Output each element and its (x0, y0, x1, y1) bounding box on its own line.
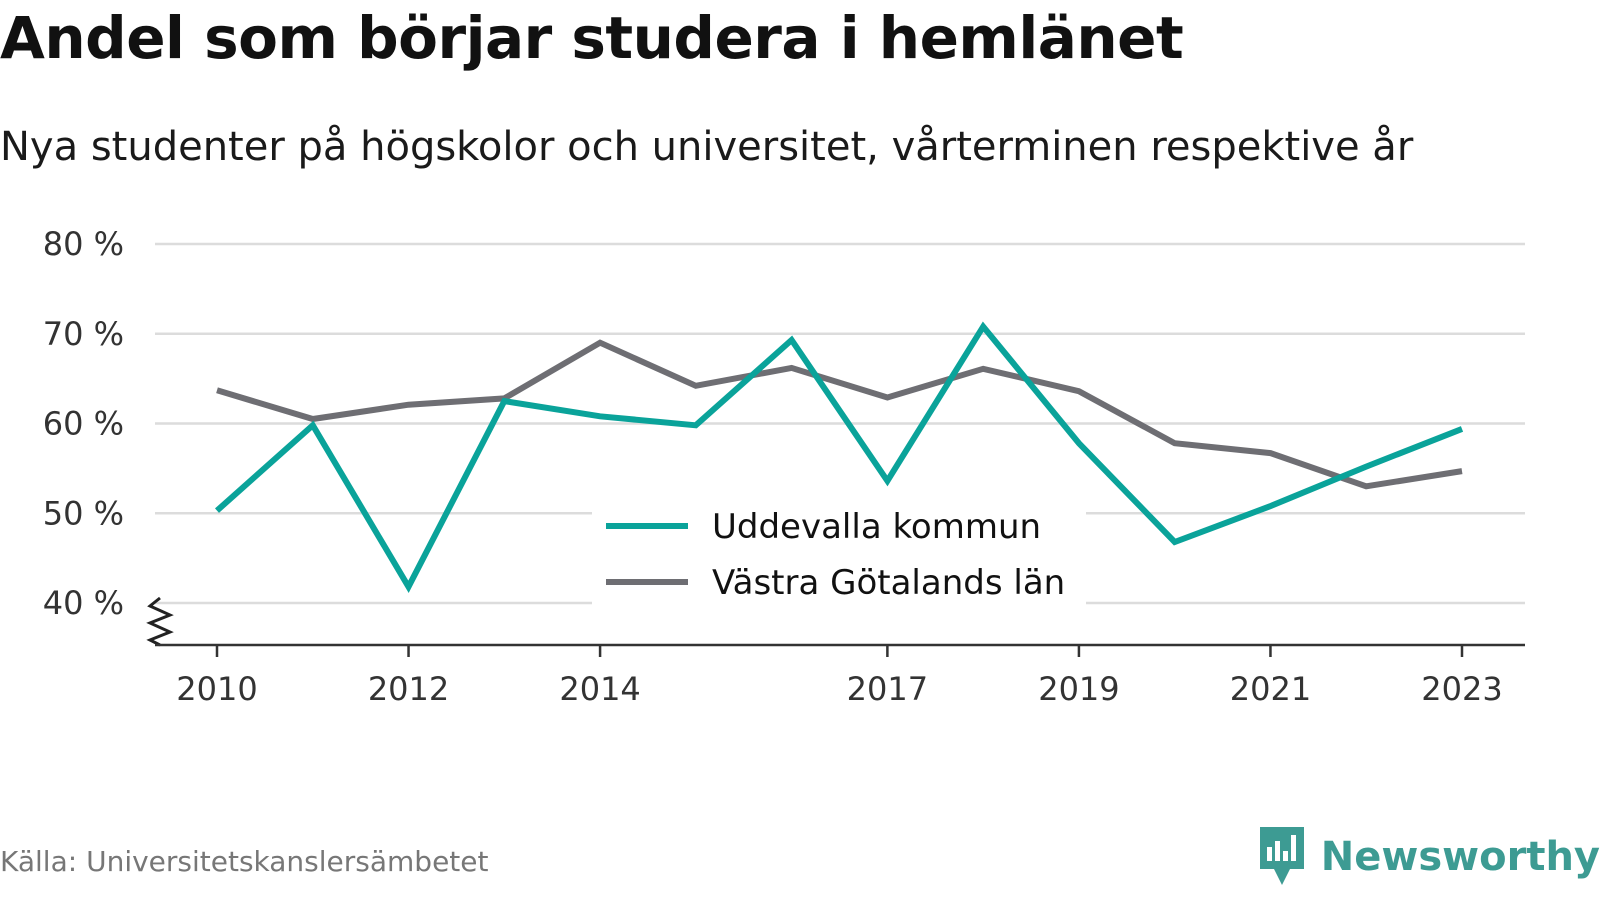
x-tick-label: 2010 (176, 670, 257, 708)
series-line-2 (216, 339, 1463, 490)
legend-background (592, 498, 1086, 606)
x-tick-label: 2019 (1038, 670, 1119, 708)
x-tick-label: 2012 (368, 670, 449, 708)
legend-label: Västra Götalands län (712, 563, 1065, 603)
x-axis-labels: 2010 2012 2014 2017 2019 2021 2023 (176, 670, 1502, 708)
gridlines (155, 242, 1525, 605)
chart-subtitle: Nya studenter på högskolor och universit… (0, 124, 1414, 170)
x-tick-label: 2021 (1230, 670, 1311, 708)
newsworthy-logo-icon (1259, 827, 1304, 885)
y-axis-labels: 80 % 70 % 60 % 50 % 40 % (43, 225, 174, 647)
chart-title: Andel som börjar studera i hemlänet (0, 4, 1184, 72)
y-tick-label: 80 % (43, 225, 124, 263)
x-tick-label: 2017 (847, 670, 928, 708)
y-tick-label: 60 % (43, 405, 124, 443)
series-line-1 (215, 321, 1464, 593)
axis-break-icon (146, 596, 174, 647)
legend-label: Uddevalla kommun (712, 507, 1041, 547)
x-axis (155, 643, 1525, 657)
legend: Uddevalla kommun Västra Götalands län (592, 498, 1086, 606)
series-lines (215, 321, 1464, 593)
x-tick-label: 2023 (1421, 670, 1502, 708)
brand-logo: Newsworthy (1257, 822, 1600, 892)
line-chart: 80 %70 %60 %50 %40 % 2010 2012 2014 2017 201… (43, 225, 1525, 708)
y-tick-label: 40 % (43, 584, 124, 622)
brand-name: Newsworthy (1320, 834, 1600, 880)
y-tick-label: 70 % (43, 315, 124, 353)
source-note: Källa: Universitetskanslersämbetet (0, 845, 489, 878)
y-tick-label: 50 % (43, 494, 124, 532)
x-tick-label: 2014 (559, 670, 640, 708)
